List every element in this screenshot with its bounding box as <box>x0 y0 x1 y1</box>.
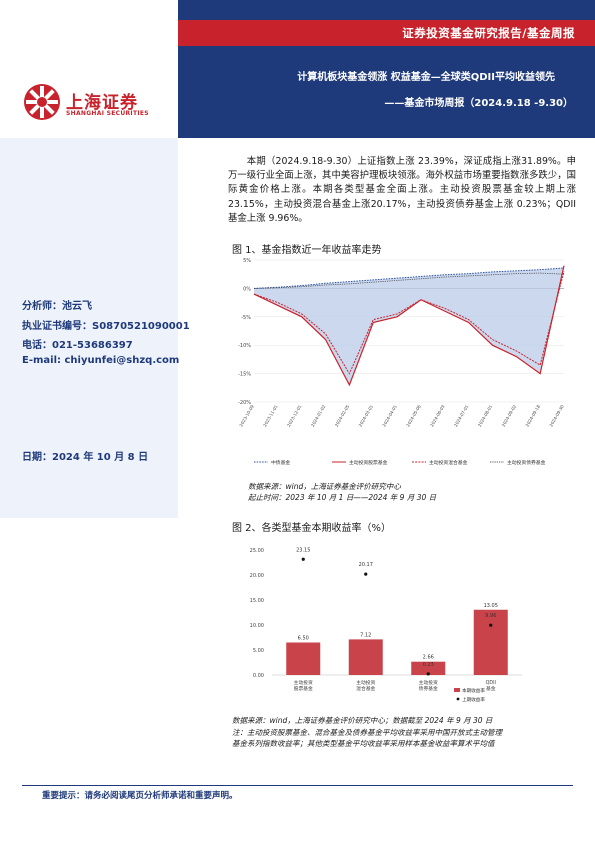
x-tick-label: 主动投资 <box>294 679 313 686</box>
figure2-note: 注：主动投资股票基金、混合基金及债券基金平均收益率采用中国开放式主动管理 <box>232 728 502 737</box>
x-tick-label: 2024-06-03 <box>429 404 446 428</box>
legend-swatch <box>454 688 460 692</box>
header-top-bar <box>178 0 595 20</box>
legend-swatch <box>456 697 460 701</box>
x-tick-label: 基金 <box>486 685 496 692</box>
x-tick-label: 混合基金 <box>356 685 375 692</box>
logo-text: 上海证券 <box>66 93 138 113</box>
x-tick-label: 2024-09-02 <box>501 404 518 428</box>
y-tick-label: -5% <box>241 315 251 321</box>
x-tick-label: 2024-02-05 <box>334 404 351 428</box>
footer-disclaimer: 重要提示：请务必阅读尾页分析师承诺和重要声明。 <box>42 791 238 801</box>
x-tick-label: 2024-09-18 <box>525 404 542 428</box>
y-tick-label: -15% <box>238 372 251 378</box>
point <box>426 672 430 676</box>
footer-divider <box>22 785 573 786</box>
x-tick-label: 主动投资 <box>356 679 375 686</box>
series-line <box>253 265 565 387</box>
analyst-email[interactable]: E-mail: chiyunfei@shzq.com <box>22 355 180 366</box>
bar <box>473 609 508 675</box>
bar <box>411 661 446 675</box>
y-tick-label: 5.00 <box>253 648 264 654</box>
series-line <box>253 272 565 289</box>
x-tick-label: 2023-12-01 <box>286 404 303 428</box>
figure2-title: 图 2、各类型基金本期收益率（%） <box>232 523 392 534</box>
figure1-source: 数据来源：wind，上海证券基金评价研究中心 <box>248 482 401 491</box>
figure2-source: 数据来源：wind，上海证券基金评价研究中心；数据截至 2024 年 9 月 3… <box>232 716 493 725</box>
point <box>489 623 493 627</box>
x-tick-label: 债券基金 <box>419 685 438 692</box>
bar <box>348 639 383 675</box>
x-tick-label: 2024-09-30 <box>548 404 565 428</box>
bar <box>286 642 321 675</box>
x-tick-label: 2023-10-09 <box>238 404 255 428</box>
logo-text-en: SHANGHAI SECURITIES <box>66 110 149 117</box>
series-line <box>253 267 565 289</box>
figure1-period: 起止时间：2023 年 10 月 1 日——2024 年 9 月 30 日 <box>248 493 437 502</box>
legend-label: 中债基金 <box>271 459 290 466</box>
y-tick-label: 25.00 <box>250 548 264 554</box>
logo-icon <box>24 84 60 120</box>
point-label: 0.23 <box>423 662 434 668</box>
x-tick-label: 2023-11-01 <box>262 404 279 428</box>
y-tick-label: -10% <box>238 343 251 349</box>
x-tick-label: 2024-07-01 <box>453 404 470 428</box>
legend-label: 主动投资股票基金 <box>349 459 388 466</box>
bar-label: 13.05 <box>484 603 498 609</box>
x-tick-label: QDII <box>486 680 496 686</box>
report-title: 计算机板块基金领涨 权益基金—全球类QDII平均收益领先 <box>297 72 555 83</box>
analyst-cert: 执业证书编号：S0870521090001 <box>22 321 190 332</box>
legend-label: 上期收益率 <box>462 696 485 703</box>
bar-label: 6.50 <box>298 636 309 642</box>
y-tick-label: 20.00 <box>250 573 264 579</box>
y-tick-label: 5% <box>243 258 251 264</box>
analyst-panel <box>0 138 178 518</box>
report-date: 日期：2024 年 10 月 8 日 <box>22 452 149 463</box>
series-area <box>254 265 564 385</box>
bar-label: 7.12 <box>360 632 371 638</box>
analyst-name: 分析师：池云飞 <box>22 301 92 312</box>
point <box>364 572 368 576</box>
legend-label: 主动投资债券基金 <box>507 459 546 466</box>
header-red-bar <box>178 20 595 46</box>
report-subtitle: ——基金市场周报（2024.9.18 -9.30） <box>384 98 573 109</box>
figure2-chart: 25.00 20.00 15.00 10.00 5.00 0.00 6.50 23.15 主动… <box>250 547 522 703</box>
title-block <box>178 46 595 138</box>
figure2-note-cont: 基金系列指数收益率；其他类型基金平均收益率采用样本基金收益率算术平均值 <box>232 739 495 748</box>
x-tick-label: 2024-05-06 <box>405 404 422 428</box>
x-tick-label: 2024-03-01 <box>358 404 375 428</box>
point-label: 23.15 <box>296 547 310 553</box>
y-tick-label: -20% <box>238 400 251 406</box>
y-tick-label: 0.00 <box>253 673 264 679</box>
legend-label: 主动投资混合基金 <box>429 459 468 466</box>
bar-label: 2.66 <box>423 655 434 661</box>
figure1-chart: 5% 0% -5% -10% -15% -20% 2023-10-09 2023-11-01… <box>238 258 565 466</box>
summary-paragraph: 本期（2024.9.18-9.30）上证指数上涨 23.39%，深证成指上涨31… <box>228 156 576 224</box>
x-tick-label: 2024-04-01 <box>381 404 398 428</box>
y-tick-label: 10.00 <box>250 623 264 629</box>
y-tick-label: 0% <box>243 286 251 292</box>
x-tick-label: 主动投资 <box>419 679 438 686</box>
figure1-title: 图 1、基金指数近一年收益率走势 <box>232 245 382 256</box>
report-type: 证券投资基金研究报告/基金周报 <box>402 26 575 40</box>
point-label: 9.96 <box>485 613 496 619</box>
summary-text: 本期（2024.9.18-9.30）上证指数上涨 23.39%，深证成指上涨31… <box>228 155 576 226</box>
x-tick-label: 股票基金 <box>294 685 313 692</box>
point <box>301 557 305 561</box>
point-label: 20.17 <box>359 562 373 568</box>
y-tick-label: 15.00 <box>250 598 264 604</box>
analyst-phone: 电话：021-53686397 <box>22 340 133 351</box>
legend-label: 本期收益率 <box>462 687 485 694</box>
x-tick-label: 2024-08-01 <box>477 404 494 428</box>
x-tick-label: 2024-01-02 <box>310 404 327 428</box>
